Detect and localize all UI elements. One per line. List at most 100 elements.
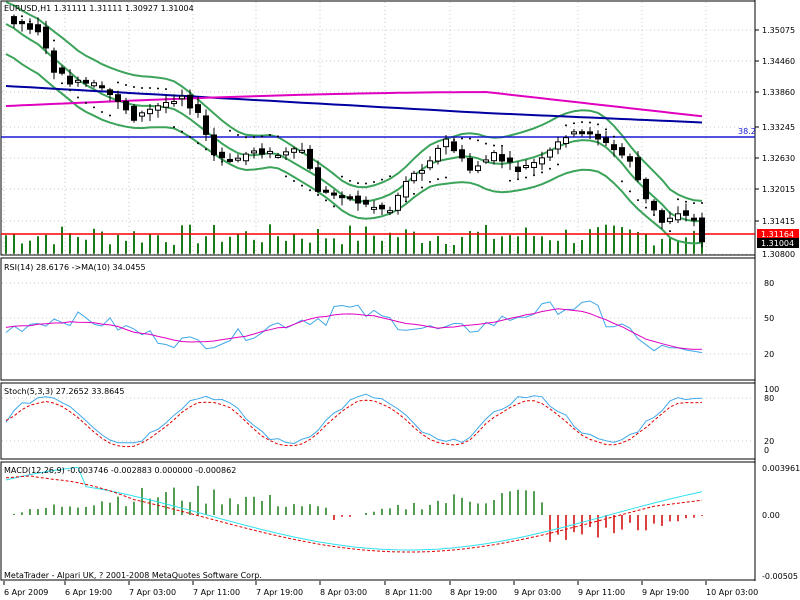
sar-dot — [237, 134, 239, 137]
time-tick-label: 9 Apr 11:00 — [578, 588, 625, 597]
candle-body — [51, 50, 57, 73]
sar-dot — [573, 122, 575, 125]
candle-body — [331, 192, 337, 196]
candle-body — [355, 195, 361, 204]
candle-body — [107, 89, 113, 95]
sar-dot — [557, 163, 559, 166]
stoch-tick-label: 80 — [764, 394, 774, 403]
sar-dot — [69, 89, 71, 92]
rsi-ma-line — [5, 308, 703, 350]
candle-body — [243, 153, 249, 162]
candle-body — [123, 100, 129, 111]
sar-dot — [461, 137, 463, 140]
candle-body — [83, 79, 89, 84]
fibo-level-label: 38.2 — [738, 127, 756, 136]
sar-dot — [197, 142, 199, 145]
candlesticks — [11, 14, 705, 248]
candle-body — [267, 150, 273, 155]
sar-dot — [477, 139, 479, 142]
price-tick-label: 1.35075 — [762, 26, 795, 35]
sar-dot — [429, 180, 431, 183]
candle-body — [483, 159, 489, 163]
sar-dot — [485, 142, 487, 145]
candle-body — [555, 141, 561, 150]
macd-tick-label: 0.00 — [762, 511, 780, 520]
sar-dot — [277, 135, 279, 138]
bid-price-marker-bg — [757, 229, 799, 239]
candle-body — [451, 141, 457, 152]
candle-body — [379, 204, 385, 210]
candle-body — [115, 94, 121, 102]
sar-dot — [605, 128, 607, 131]
candle-body — [435, 147, 441, 162]
sar-dot — [349, 179, 351, 182]
candle-body — [307, 148, 313, 169]
time-tick-label: 7 Apr 03:00 — [129, 588, 176, 597]
candle-body — [187, 94, 193, 109]
macd-histogram — [13, 485, 703, 542]
bollinger-upper-line — [5, 1, 703, 202]
candle-body — [155, 105, 161, 111]
sar-dot — [341, 175, 343, 178]
time-tick-label: 9 Apr 03:00 — [514, 588, 561, 597]
candle-body — [227, 158, 233, 162]
sar-dot — [677, 198, 679, 201]
sar-dot — [621, 180, 623, 183]
time-tick-label: 6 Apr 19:00 — [65, 588, 112, 597]
macd-pane-title: MACD(12,26,9) -0.003746 -0.002883 0.0000… — [4, 466, 237, 475]
candle-body — [323, 189, 329, 193]
sar-dot — [365, 182, 367, 185]
sar-dot — [613, 135, 615, 138]
time-tick-label: 7 Apr 11:00 — [193, 588, 240, 597]
rsi-tick-label: 20 — [764, 350, 774, 359]
sar-dot — [701, 202, 703, 204]
sar-dot — [445, 176, 447, 179]
candle-body — [67, 75, 73, 85]
candle-body — [587, 131, 593, 135]
candle-body — [235, 157, 241, 161]
sar-dot — [357, 182, 359, 185]
candle-body — [43, 26, 49, 49]
sar-dot — [373, 181, 375, 183]
sar-dot — [509, 179, 511, 182]
price-tick-label: 1.32630 — [762, 154, 795, 163]
copyright-text: MetaTrader - Alpari UK, ? 2001-2008 Meta… — [4, 571, 262, 580]
sar-dot — [269, 134, 271, 136]
candle-body — [299, 149, 305, 153]
sar-dot — [53, 39, 55, 42]
rsi-line — [5, 300, 703, 354]
price-tick-label: 1.34460 — [762, 57, 795, 66]
volume-bars — [5, 224, 703, 254]
sar-dot — [389, 175, 391, 178]
candle-body — [571, 131, 577, 135]
stoch-grid — [2, 397, 754, 442]
candle-body — [643, 178, 649, 200]
sar-dot — [541, 171, 543, 174]
sar-dot — [493, 144, 495, 147]
candle-body — [371, 206, 377, 210]
sar-dot — [381, 178, 383, 181]
sar-dot — [253, 136, 255, 139]
candle-body — [251, 150, 257, 154]
moving-average-magenta-line — [5, 90, 703, 118]
candle-body — [491, 152, 497, 162]
sar-dot — [165, 88, 167, 91]
candle-body — [603, 137, 609, 144]
macd-signal-line — [5, 475, 703, 553]
candle-body — [387, 210, 393, 214]
candle-body — [699, 217, 705, 243]
candle-body — [403, 180, 409, 198]
sar-dot — [117, 81, 119, 84]
candle-body — [91, 82, 97, 87]
candle-body — [683, 210, 689, 216]
time-tick-label: 8 Apr 11:00 — [385, 588, 432, 597]
time-tick-label: 10 Apr 03:00 — [706, 588, 758, 597]
candle-body — [619, 147, 625, 156]
time-tick-label: 8 Apr 19:00 — [450, 588, 497, 597]
candle-body — [283, 151, 289, 156]
sar-dot — [589, 121, 591, 124]
sar-dot — [645, 206, 647, 209]
sar-dot — [133, 85, 135, 88]
rsi-tick-label: 80 — [764, 279, 774, 288]
